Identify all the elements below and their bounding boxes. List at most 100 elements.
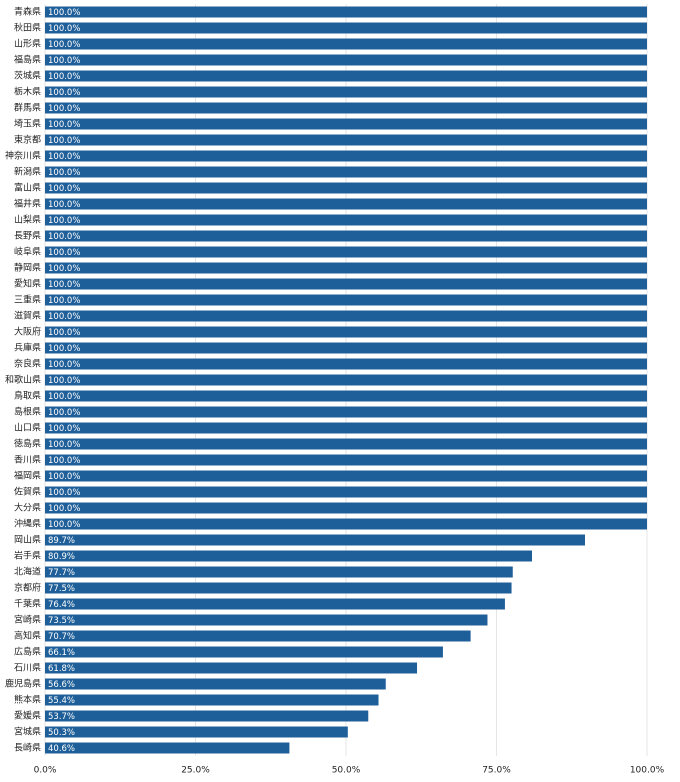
y-tick-label: 鳥取県: [14, 390, 41, 402]
y-tick-label: 徳島県: [14, 438, 41, 450]
x-tick-label: 75.0%: [482, 766, 511, 776]
value-label: 100.0%: [48, 120, 80, 130]
y-tick-label: 愛知県: [14, 278, 41, 290]
y-tick-label: 千葉県: [14, 598, 41, 610]
value-label: 100.0%: [48, 344, 80, 354]
y-tick-label: 岩手県: [14, 550, 41, 562]
bar: [45, 646, 443, 658]
bar: [45, 198, 647, 210]
value-label: 53.7%: [48, 712, 75, 722]
value-label: 100.0%: [48, 184, 80, 194]
bar: [45, 278, 647, 290]
bar: [45, 70, 647, 82]
bar: [45, 518, 647, 530]
bar: [45, 38, 647, 50]
bar: [45, 54, 647, 66]
x-tick-label: 50.0%: [332, 766, 361, 776]
bar: [45, 470, 647, 482]
value-label: 100.0%: [48, 312, 80, 322]
y-tick-label: 山梨県: [14, 214, 41, 226]
bar: [45, 406, 647, 418]
y-tick-label: 高知県: [14, 630, 41, 642]
value-label: 100.0%: [48, 168, 80, 178]
y-tick-label: 静岡県: [14, 262, 41, 274]
value-label: 100.0%: [48, 472, 80, 482]
value-label: 100.0%: [48, 504, 80, 514]
y-tick-label: 埼玉県: [14, 118, 41, 130]
y-tick-label: 宮崎県: [14, 614, 41, 626]
bar: [45, 134, 647, 146]
bar: [45, 326, 647, 338]
value-label: 100.0%: [48, 360, 80, 370]
y-tick-label: 鹿児島県: [5, 678, 41, 690]
value-label: 40.6%: [48, 744, 75, 754]
bar: [45, 118, 647, 130]
bar: [45, 534, 585, 546]
bar: [45, 150, 647, 162]
value-label: 100.0%: [48, 488, 80, 498]
bar: [45, 678, 386, 690]
y-tick-label: 熊本県: [14, 694, 41, 706]
bar: [45, 22, 647, 34]
value-label: 70.7%: [48, 632, 75, 642]
value-label: 100.0%: [48, 520, 80, 530]
value-label: 100.0%: [48, 424, 80, 434]
y-tick-label: 秋田県: [14, 22, 41, 34]
y-tick-label: 神奈川県: [5, 150, 41, 162]
y-tick-label: 新潟県: [14, 166, 41, 178]
bar: [45, 230, 647, 242]
value-label: 100.0%: [48, 40, 80, 50]
value-label: 100.0%: [48, 456, 80, 466]
value-label: 100.0%: [48, 376, 80, 386]
value-label: 100.0%: [48, 104, 80, 114]
bar: [45, 598, 505, 610]
bar: [45, 454, 647, 466]
x-tick-label: 0.0%: [34, 766, 57, 776]
bar: [45, 6, 647, 18]
y-tick-label: 茨城県: [14, 70, 41, 82]
value-label: 100.0%: [48, 56, 80, 66]
y-tick-label: 長崎県: [14, 742, 41, 754]
value-label: 73.5%: [48, 616, 75, 626]
y-tick-label: 香川県: [14, 455, 41, 466]
y-tick-label: 愛媛県: [14, 710, 41, 722]
value-label: 80.9%: [48, 552, 75, 562]
value-label: 100.0%: [48, 264, 80, 274]
y-tick-label: 大阪府: [14, 326, 41, 338]
y-tick-label: 岐阜県: [14, 246, 41, 258]
value-label: 100.0%: [48, 88, 80, 98]
bar: [45, 182, 647, 194]
y-tick-label: 広島県: [14, 646, 41, 658]
bar: [45, 438, 647, 450]
y-tick-label: 富山県: [14, 182, 41, 194]
value-label: 55.4%: [48, 696, 75, 706]
y-tick-label: 兵庫県: [14, 342, 41, 354]
bar: [45, 614, 488, 626]
y-tick-label: 滋賀県: [14, 310, 41, 322]
bar: [45, 310, 647, 322]
x-tick-label: 25.0%: [181, 766, 210, 776]
value-label: 100.0%: [48, 408, 80, 418]
y-tick-label: 島根県: [14, 406, 41, 418]
value-label: 100.0%: [48, 392, 80, 402]
y-tick-label: 長野県: [14, 231, 41, 242]
y-tick-label: 山口県: [14, 423, 41, 434]
bar: [45, 214, 647, 226]
y-tick-label: 和歌山県: [5, 374, 41, 386]
bar: [45, 246, 647, 258]
y-tick-label: 福井県: [14, 198, 41, 210]
bar: [45, 566, 513, 578]
value-label: 89.7%: [48, 536, 75, 546]
y-tick-label: 岡山県: [14, 535, 41, 546]
y-tick-label: 沖縄県: [14, 518, 41, 530]
value-label: 100.0%: [48, 280, 80, 290]
bar: [45, 582, 512, 594]
value-label: 50.3%: [48, 728, 75, 738]
y-tick-label: 福島県: [14, 54, 41, 66]
y-tick-label: 宮城県: [14, 726, 41, 738]
y-tick-label: 石川県: [14, 663, 41, 674]
y-tick-label: 山形県: [14, 38, 41, 50]
value-label: 100.0%: [48, 24, 80, 34]
y-tick-label: 佐賀県: [14, 486, 41, 498]
